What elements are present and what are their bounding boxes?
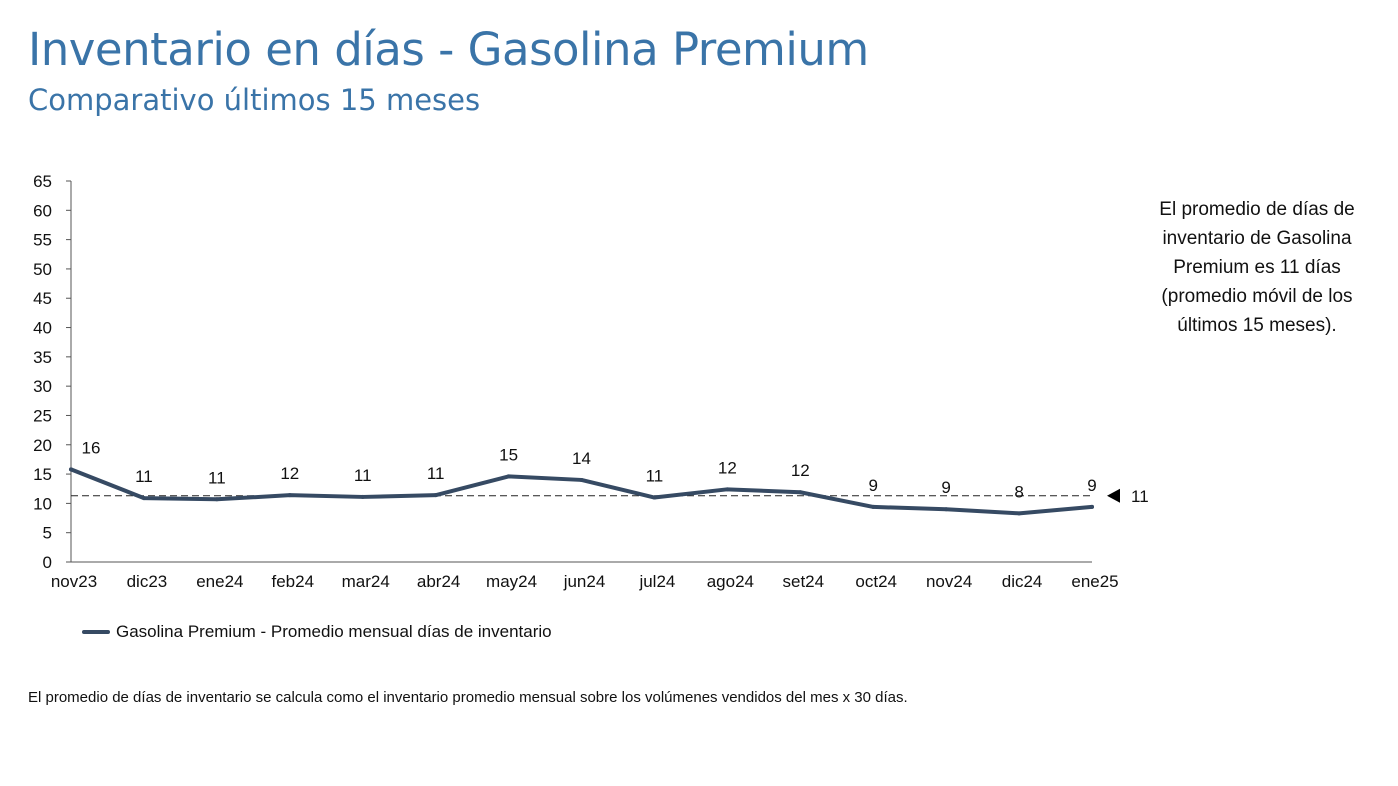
x-tick-label: may24 (486, 572, 537, 591)
y-tick-label: 20 (33, 436, 52, 455)
y-tick-label: 45 (33, 289, 52, 308)
data-label: 9 (1087, 476, 1096, 495)
data-point (141, 496, 146, 501)
legend-label: Gasolina Premium - Promedio mensual días… (116, 622, 552, 641)
data-label: 12 (718, 458, 737, 477)
legend: Gasolina Premium - Promedio mensual días… (82, 622, 552, 642)
x-axis: nov23 dic23 ene24 feb24 mar24 abr24 may24 jun24… (51, 561, 1119, 591)
x-tick-label: feb24 (272, 572, 315, 591)
data-label: 11 (135, 467, 153, 486)
average-marker (1107, 488, 1120, 503)
y-tick-label: 10 (33, 494, 52, 513)
x-tick-label: dic24 (1002, 572, 1043, 591)
data-point (360, 494, 365, 499)
data-point (69, 467, 73, 472)
y-tick-label: 60 (33, 201, 52, 220)
data-point (506, 474, 511, 479)
data-point (1017, 511, 1022, 516)
y-tick-label: 15 (33, 465, 52, 484)
data-label: 9 (868, 476, 877, 495)
side-note: El promedio de días de inventario de Gas… (1159, 199, 1355, 336)
y-tick-label: 35 (33, 348, 52, 367)
y-tick-label: 50 (33, 260, 52, 279)
page-subtitle: Comparativo últimos 15 meses (28, 83, 481, 117)
x-tick-label: dic23 (127, 572, 168, 591)
data-label: 16 (82, 438, 101, 457)
data-label: 8 (1014, 482, 1023, 501)
y-tick-label: 55 (33, 231, 52, 250)
page-title: Inventario en días - Gasolina Premium (28, 23, 869, 76)
x-tick-label: ene24 (196, 572, 243, 591)
data-label: 14 (572, 449, 591, 468)
x-tick-label: jul24 (638, 572, 675, 591)
y-tick-label: 40 (33, 319, 52, 338)
data-label: 9 (941, 478, 950, 497)
data-point (798, 490, 803, 495)
x-tick-label: abr24 (417, 572, 460, 591)
y-tick-label: 25 (33, 406, 52, 425)
data-label: 11 (427, 464, 445, 483)
x-tick-label: mar24 (342, 572, 390, 591)
data-point (579, 477, 584, 482)
data-point (1090, 504, 1094, 509)
data-point (433, 493, 438, 498)
x-tick-label: nov24 (926, 572, 972, 591)
y-axis: 0 5 10 15 20 25 30 35 40 45 50 55 60 65 (33, 172, 72, 572)
data-labels: 16 11 11 12 11 11 15 14 11 12 12 9 9 8 9 (82, 438, 1097, 501)
data-label: 12 (791, 461, 810, 480)
y-tick-label: 65 (33, 172, 52, 191)
data-point (871, 504, 876, 509)
data-point (214, 497, 219, 502)
data-point (725, 487, 730, 492)
data-label: 11 (354, 466, 372, 485)
x-tick-label: ago24 (707, 572, 754, 591)
data-label: 15 (499, 445, 518, 464)
data-point (287, 493, 292, 498)
x-tick-label: jun24 (563, 572, 606, 591)
x-tick-label: ene25 (1071, 572, 1118, 591)
legend-swatch (82, 630, 110, 634)
data-label: 11 (646, 467, 664, 486)
y-tick-label: 30 (33, 377, 52, 396)
data-label: 12 (280, 464, 299, 483)
y-tick-label: 5 (43, 524, 52, 543)
average-label: 11 (1131, 487, 1149, 506)
data-point (652, 495, 657, 500)
y-tick-label: 0 (43, 553, 52, 572)
x-tick-label: nov23 (51, 572, 97, 591)
footnote: El promedio de días de inventario se cal… (28, 689, 908, 706)
series-group (69, 467, 1094, 516)
x-tick-label: set24 (782, 572, 824, 591)
data-point (944, 507, 949, 512)
average-line-group: 11 (71, 487, 1149, 506)
x-tick-label: oct24 (855, 572, 897, 591)
data-label: 11 (208, 468, 226, 487)
